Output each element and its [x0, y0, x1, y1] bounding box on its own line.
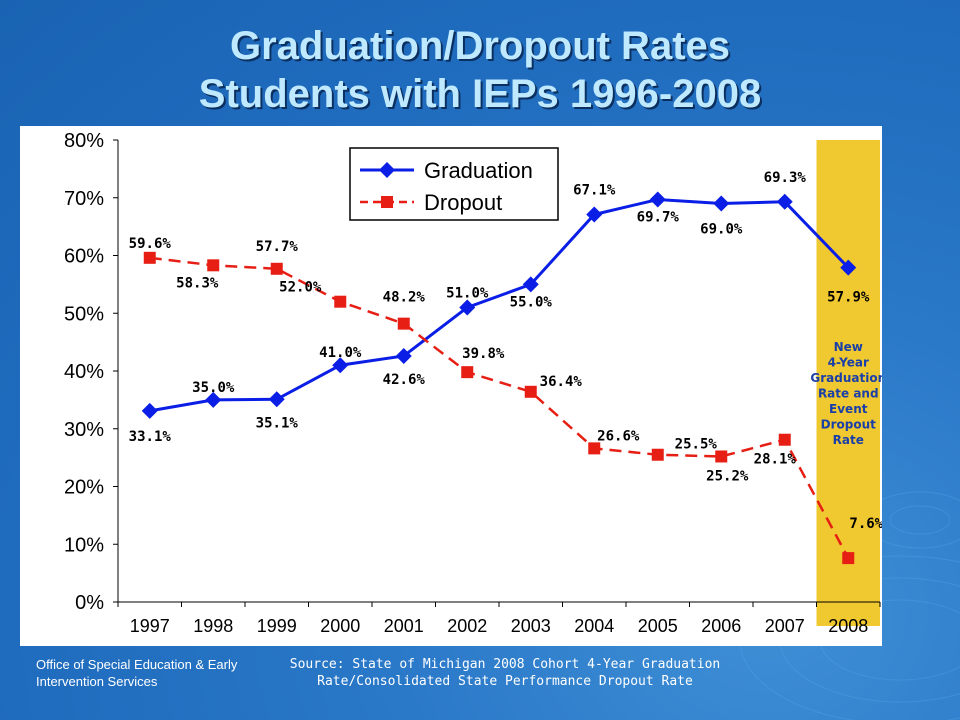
dropout-point	[588, 442, 601, 455]
x-tick-label: 2004	[574, 616, 614, 636]
graduation-point	[459, 299, 476, 316]
dropout-data-label: 59.6%	[129, 236, 172, 252]
graduation-data-label: 69.3%	[764, 170, 807, 186]
y-tick-label: 40%	[64, 361, 104, 383]
y-tick-label: 30%	[64, 419, 104, 441]
series-line-graduation	[149, 197, 850, 413]
graduation-data-label: 42.6%	[383, 372, 426, 388]
graduation-data-label: 41.0%	[319, 345, 362, 361]
dropout-point	[143, 251, 156, 264]
graduation-point	[713, 195, 730, 212]
dropout-data-label: 57.7%	[256, 239, 299, 255]
footer-organization: Office of Special Education & Early Inte…	[36, 657, 238, 689]
chart-panel: New 4-Year Graduation Rate and Event Dropout R…	[20, 126, 882, 646]
graduation-data-label: 69.7%	[637, 209, 680, 225]
x-tick-label: 2007	[765, 616, 805, 636]
graduation-point	[649, 191, 666, 208]
graduation-point	[332, 357, 349, 374]
y-tick-label: 60%	[64, 246, 104, 268]
graduation-data-label: 51.0%	[446, 285, 489, 301]
title-line-1: Graduation/Dropout Rates	[229, 24, 731, 68]
x-tick-label: 2001	[384, 616, 424, 636]
legend-marker-dropout	[381, 196, 393, 208]
slide-title: Graduation/Dropout Rates Students with I…	[0, 22, 960, 118]
dropout-data-label: 25.2%	[706, 468, 749, 484]
y-tick-label: 0%	[75, 592, 104, 614]
highlight-region	[816, 140, 880, 626]
dropout-data-label: 48.2%	[383, 290, 426, 306]
x-tick-label: 1998	[193, 616, 233, 636]
series-line-dropout	[149, 256, 850, 559]
x-tick-label: 2005	[638, 616, 678, 636]
dropout-point	[397, 317, 410, 330]
footer-source: Source: State of Michigan 2008 Cohort 4-…	[289, 657, 721, 689]
graduation-point	[586, 206, 603, 223]
dropout-data-label: 52.0%	[279, 280, 322, 296]
graduation-data-label: 35.1%	[256, 415, 299, 431]
graduation-data-label: 57.9%	[827, 290, 870, 306]
dropout-data-label: 36.4%	[540, 374, 583, 390]
dropout-data-label: 26.6%	[597, 428, 640, 444]
dropout-data-label: 25.5%	[675, 437, 718, 453]
legend-label-dropout: Dropout	[424, 190, 502, 215]
graduation-data-label: 69.0%	[700, 222, 743, 238]
dropout-point	[651, 448, 664, 461]
legend-label-graduation: Graduation	[424, 158, 533, 183]
dropout-point	[334, 295, 347, 308]
y-tick-label: 20%	[64, 477, 104, 499]
dropout-point	[461, 366, 474, 379]
dropout-data-label: 7.6%	[849, 516, 882, 532]
y-tick-label: 10%	[64, 534, 104, 556]
x-tick-label: 2003	[511, 616, 551, 636]
graduation-data-label: 55.0%	[510, 294, 553, 310]
title-line-2: Students with IEPs 1996-2008	[198, 72, 762, 116]
graduation-point	[141, 402, 158, 419]
highlight-note: New 4-Year Graduation Rate and Event Dropout R…	[810, 340, 882, 447]
y-tick-label: 70%	[64, 188, 104, 210]
graduation-point	[776, 193, 793, 210]
dropout-point	[207, 259, 220, 272]
line-chart: New 4-Year Graduation Rate and Event Dropout R…	[64, 130, 882, 636]
graduation-point	[205, 391, 222, 408]
graduation-point	[522, 276, 539, 293]
x-tick-label: 2000	[320, 616, 360, 636]
dropout-point	[715, 450, 728, 463]
graduation-data-label: 35.0%	[192, 380, 235, 396]
x-tick-label: 1997	[130, 616, 170, 636]
graduation-point	[840, 259, 857, 276]
dropout-point	[778, 433, 791, 446]
dropout-data-label: 28.1%	[754, 452, 797, 468]
x-tick-label: 2006	[701, 616, 741, 636]
graduation-data-label: 33.1%	[129, 429, 172, 445]
graduation-data-label: 67.1%	[573, 182, 616, 198]
dropout-point	[270, 262, 283, 275]
dropout-data-label: 58.3%	[176, 275, 219, 291]
graduation-point	[395, 347, 412, 364]
x-tick-label: 1999	[257, 616, 297, 636]
dropout-point	[524, 385, 537, 398]
dropout-data-label: 39.8%	[462, 346, 505, 362]
legend-marker-graduation	[379, 162, 395, 178]
graduation-point	[268, 391, 285, 408]
y-tick-label: 50%	[64, 303, 104, 325]
x-tick-label: 2008	[828, 616, 868, 636]
x-tick-label: 2002	[447, 616, 487, 636]
dropout-point	[842, 552, 855, 565]
y-tick-label: 80%	[64, 130, 104, 152]
